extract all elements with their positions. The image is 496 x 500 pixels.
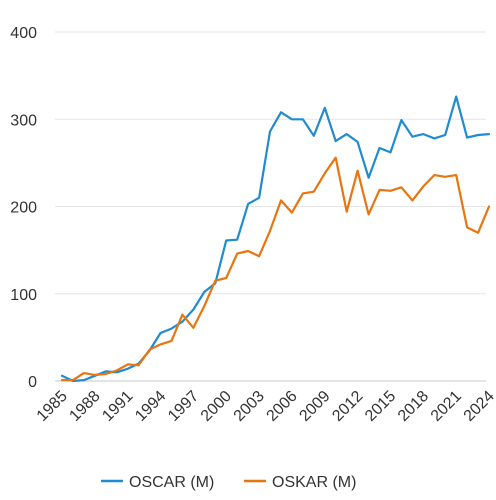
y-axis-tick-labels: 0 100 200 300 400 — [10, 25, 37, 391]
series-line-oscar — [60, 95, 491, 383]
x-tick-label: 2003 — [231, 388, 268, 425]
x-tick-label: 2000 — [198, 388, 235, 425]
x-tick-label: 2009 — [296, 388, 333, 425]
x-tick-label: 2015 — [362, 388, 399, 425]
x-tick-label: 1991 — [99, 388, 136, 425]
legend-label: OSKAR (M) — [272, 474, 356, 491]
y-tick-label: 200 — [10, 200, 37, 217]
x-tick-label: 1988 — [66, 388, 103, 425]
x-tick-label: 1997 — [165, 388, 202, 425]
legend[interactable]: OSCAR (M) OSKAR (M) — [101, 474, 356, 491]
x-tick-label: 1985 — [34, 388, 71, 425]
series-line-oskar — [60, 156, 491, 382]
series-lines — [60, 95, 491, 383]
grid-lines — [55, 31, 486, 295]
y-tick-label: 400 — [10, 25, 37, 42]
x-tick-label: 2006 — [264, 388, 301, 425]
x-tick-label: 2021 — [428, 388, 465, 425]
x-tick-label: 2012 — [329, 388, 366, 425]
y-tick-label: 0 — [28, 374, 37, 391]
x-tick-label: 2018 — [395, 388, 432, 425]
legend-item-oscar[interactable]: OSCAR (M) — [101, 474, 214, 491]
x-tick-label: 1994 — [132, 388, 169, 425]
legend-label: OSCAR (M) — [129, 474, 214, 491]
y-tick-label: 100 — [10, 287, 37, 304]
x-tick-label: 2024 — [461, 388, 496, 425]
y-tick-label: 300 — [10, 112, 37, 129]
legend-item-oskar[interactable]: OSKAR (M) — [244, 474, 356, 491]
x-axis-tick-labels: 1985198819911994199720002003200620092012… — [34, 388, 496, 425]
